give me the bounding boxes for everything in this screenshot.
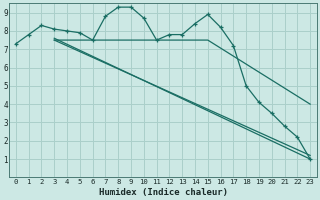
X-axis label: Humidex (Indice chaleur): Humidex (Indice chaleur)	[99, 188, 228, 197]
